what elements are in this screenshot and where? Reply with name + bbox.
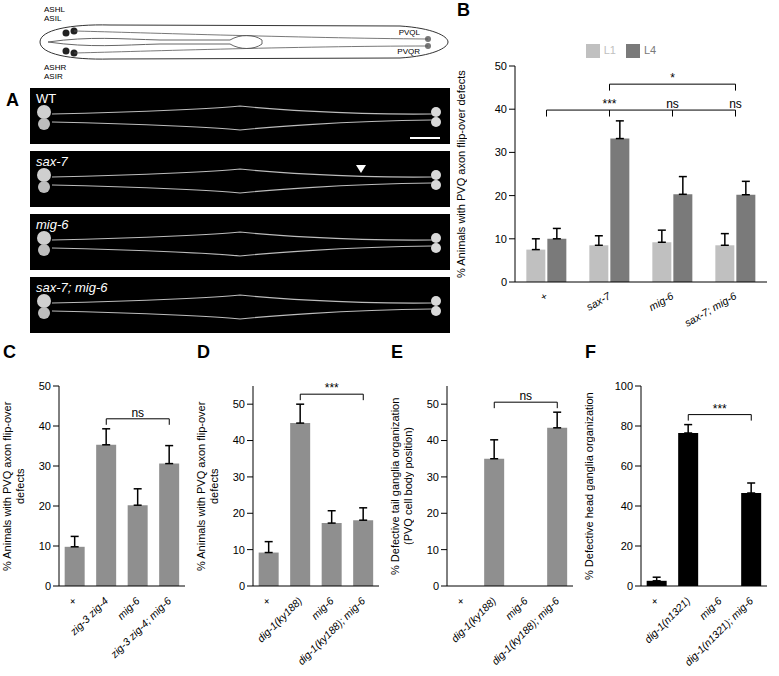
svg-text:mig-6: mig-6	[647, 289, 676, 313]
html-text:B: B	[457, 0, 470, 20]
svg-text:ASHR: ASHR	[44, 63, 66, 72]
svg-text:sax-7: sax-7	[584, 289, 613, 313]
svg-text:+: +	[648, 595, 661, 608]
svg-text:ASHL: ASHL	[44, 5, 65, 14]
svg-text:zig-3 zig-4: zig-3 zig-4	[67, 594, 111, 638]
svg-text:mig-6: mig-6	[503, 594, 530, 621]
svg-text:0: 0	[433, 580, 439, 592]
svg-text:60: 60	[621, 460, 633, 472]
svg-text:mig-6: mig-6	[36, 217, 69, 232]
svg-text:50: 50	[427, 398, 439, 410]
svg-text:10: 10	[39, 540, 51, 552]
svg-text:40: 40	[621, 500, 633, 512]
html-text:L1: L1	[603, 44, 616, 56]
svg-text:+: +	[454, 595, 467, 608]
svg-text:dig-1(ky188): dig-1(ky188)	[449, 595, 499, 645]
html-text:% Defective tail ganglia organ: % Defective tail ganglia organization (P…	[389, 397, 414, 575]
html-text:% Animals with PVQ axon flip-o: % Animals with PVQ axon flip-over defect…	[195, 401, 220, 571]
svg-text:0: 0	[627, 580, 633, 592]
html-text:L4: L4	[644, 44, 657, 56]
html-text:E: E	[391, 342, 403, 362]
svg-text:ns: ns	[666, 97, 679, 111]
svg-text:0: 0	[45, 580, 51, 592]
html-text:% Animals with PVQ axon flip-o: % Animals with PVQ axon flip-over defect…	[1, 401, 26, 571]
svg-text:20: 20	[39, 500, 51, 512]
svg-text:*: *	[670, 71, 675, 85]
svg-text:10: 10	[427, 544, 439, 556]
svg-text:30: 30	[233, 471, 245, 483]
svg-text:10: 10	[233, 544, 245, 556]
svg-text:30: 30	[39, 460, 51, 472]
svg-text:dig-1(ky188); mig-6: dig-1(ky188); mig-6	[295, 594, 368, 667]
svg-text:40: 40	[495, 103, 507, 115]
svg-text:WT: WT	[36, 91, 56, 106]
svg-text:10: 10	[495, 233, 507, 245]
svg-text:+: +	[538, 290, 549, 303]
svg-text:dig-1(ky188): dig-1(ky188)	[255, 595, 305, 645]
svg-text:50: 50	[233, 398, 245, 410]
svg-text:20: 20	[495, 190, 507, 202]
svg-text:***: ***	[602, 97, 616, 111]
svg-text:PVQR: PVQR	[397, 47, 420, 56]
svg-text:mig-6: mig-6	[309, 594, 336, 621]
svg-text:ns: ns	[131, 406, 144, 420]
svg-text:30: 30	[495, 146, 507, 158]
svg-text:50: 50	[495, 60, 507, 72]
svg-text:mig-6: mig-6	[115, 594, 142, 621]
svg-text:40: 40	[427, 434, 439, 446]
svg-text:ns: ns	[519, 389, 532, 403]
svg-text:20: 20	[621, 540, 633, 552]
html-text:C: C	[3, 342, 16, 362]
svg-text:dig-1(n1321): dig-1(n1321)	[642, 595, 693, 646]
svg-text:+: +	[260, 595, 273, 608]
svg-text:sax-7; mig-6: sax-7; mig-6	[36, 280, 108, 295]
svg-text:***: ***	[713, 402, 727, 416]
svg-text:PVQL: PVQL	[399, 28, 421, 37]
svg-text:ns: ns	[729, 97, 742, 111]
svg-text:50: 50	[39, 380, 51, 392]
html-text:% Defective head ganglia organ: % Defective head ganglia organization	[583, 392, 595, 580]
svg-text:40: 40	[233, 434, 245, 446]
svg-text:100: 100	[615, 380, 633, 392]
svg-text:***: ***	[325, 381, 339, 395]
html-text:D: D	[197, 342, 210, 362]
svg-text:sax-7: sax-7	[36, 154, 69, 169]
svg-text:+: +	[66, 595, 79, 608]
html-text:% Animals with PVQ axon flip-o: % Animals with PVQ axon flip-over defect…	[455, 70, 467, 278]
svg-text:dig-1(n1321); mig-6: dig-1(n1321); mig-6	[682, 594, 755, 667]
svg-text:0: 0	[501, 276, 507, 288]
svg-text:ASIL: ASIL	[44, 14, 62, 23]
svg-text:20: 20	[233, 507, 245, 519]
svg-text:sax-7; mig-6: sax-7; mig-6	[682, 289, 738, 328]
svg-text:dig-1(ky188); mig-6: dig-1(ky188); mig-6	[489, 594, 562, 667]
svg-text:ASIR: ASIR	[44, 72, 63, 81]
svg-text:80: 80	[621, 420, 633, 432]
svg-text:30: 30	[427, 471, 439, 483]
svg-text:0: 0	[239, 580, 245, 592]
svg-text:mig-6: mig-6	[697, 594, 724, 621]
svg-text:A: A	[6, 90, 19, 110]
svg-text:40: 40	[39, 420, 51, 432]
svg-text:zig-3 zig-4; mig-6: zig-3 zig-4; mig-6	[107, 594, 173, 660]
svg-text:20: 20	[427, 507, 439, 519]
html-text:F: F	[585, 342, 596, 362]
